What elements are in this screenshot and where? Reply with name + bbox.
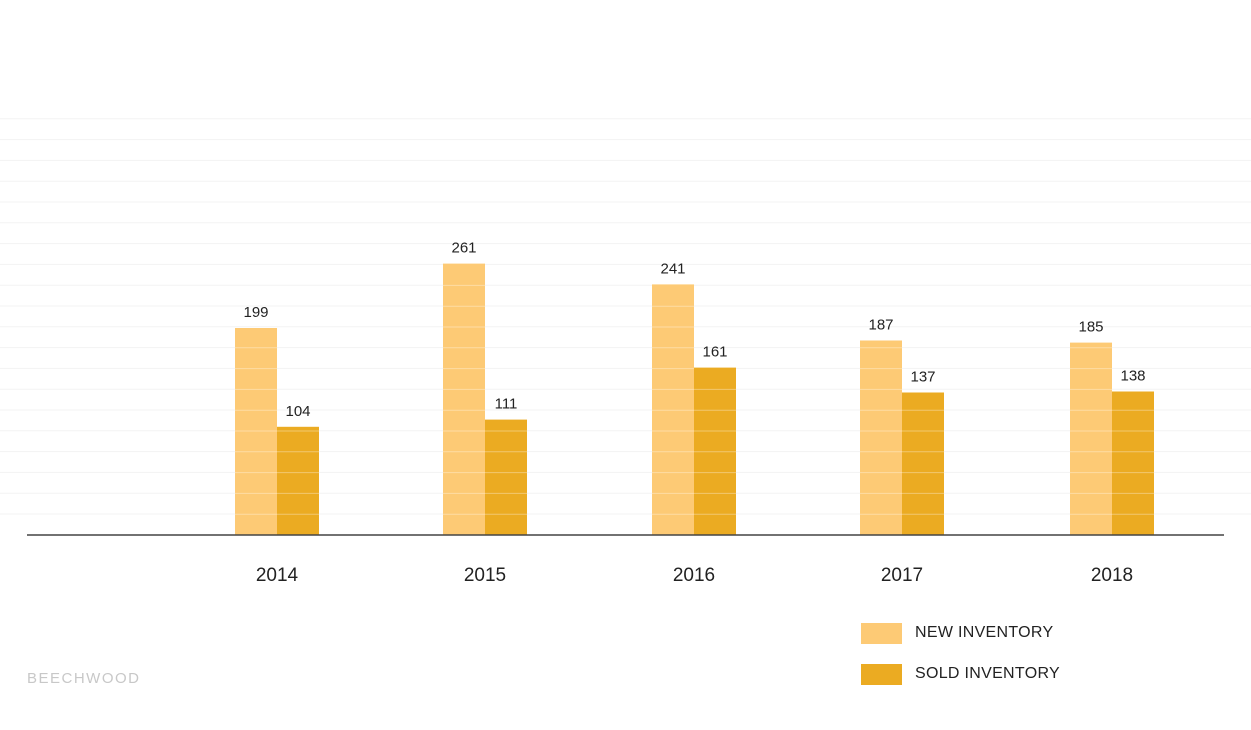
gridlines (0, 118, 1251, 515)
legend-swatch-sold-inventory (861, 663, 902, 685)
x-tick-2017: 2017 (881, 565, 923, 586)
x-tick-2014: 2014 (256, 565, 299, 586)
bar-sold-inventory-2015 (485, 419, 527, 535)
value-labels: 199 104 261 111 241 161 187 137 185 138 (243, 240, 1145, 420)
data-label-new-inventory-2014: 199 (243, 304, 268, 321)
bar-sold-inventory-2016 (694, 367, 736, 535)
bar-sold-inventory-2017 (902, 392, 944, 535)
x-tick-2016: 2016 (673, 565, 715, 586)
legend-swatch-new-inventory (861, 622, 902, 644)
bar-sold-inventory-2014 (277, 426, 319, 535)
data-label-sold-inventory-2014: 104 (285, 403, 310, 420)
data-label-new-inventory-2016: 241 (660, 260, 685, 277)
x-tick-labels: 2014 2015 2016 2017 2018 (256, 565, 1133, 586)
data-label-new-inventory-2015: 261 (451, 240, 476, 257)
bar-new-inventory-2015 (443, 263, 485, 535)
brand-logo-text: BEECHWOOD (27, 670, 141, 687)
bars (235, 263, 1154, 535)
data-label-sold-inventory-2015: 111 (495, 396, 518, 413)
data-label-new-inventory-2018: 185 (1078, 319, 1103, 336)
data-label-sold-inventory-2016: 161 (702, 344, 727, 361)
x-tick-2018: 2018 (1091, 565, 1133, 586)
bar-new-inventory-2017 (860, 340, 902, 535)
legend-item-sold-inventory: SOLD INVENTORY (861, 663, 1060, 685)
data-label-sold-inventory-2018: 138 (1120, 368, 1145, 385)
bar-new-inventory-2016 (652, 284, 694, 535)
bar-new-inventory-2014 (235, 328, 277, 535)
data-label-new-inventory-2017: 187 (868, 317, 893, 334)
bar-sold-inventory-2018 (1112, 391, 1154, 535)
bar-new-inventory-2018 (1070, 342, 1112, 535)
data-label-sold-inventory-2017: 137 (910, 369, 935, 386)
legend-item-new-inventory: NEW INVENTORY (861, 622, 1060, 644)
x-tick-2015: 2015 (464, 565, 506, 586)
legend-label-sold-inventory: SOLD INVENTORY (915, 665, 1060, 682)
legend-label-new-inventory: NEW INVENTORY (915, 624, 1054, 641)
legend: NEW INVENTORY SOLD INVENTORY (861, 622, 1060, 704)
